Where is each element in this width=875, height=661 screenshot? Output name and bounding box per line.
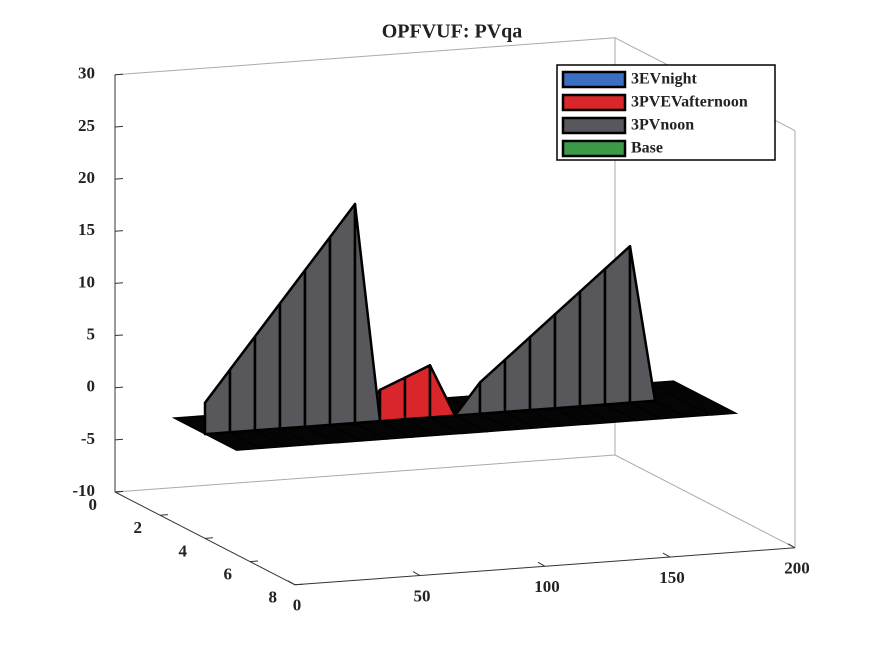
x-tick-label: 50 <box>414 586 431 605</box>
ribbon-segment <box>353 202 382 425</box>
z-tick <box>114 125 124 128</box>
legend-label: Base <box>631 140 663 157</box>
ribbon-segment <box>428 364 457 419</box>
y-tick-label: 8 <box>269 588 278 607</box>
z-tick-label: 20 <box>78 168 95 187</box>
z-tick-label: 25 <box>78 116 95 135</box>
legend-label: 3PVnoon <box>631 117 694 134</box>
z-tick <box>114 73 124 76</box>
x-tick-label: 100 <box>534 577 560 596</box>
legend-swatch <box>561 116 627 135</box>
legend-swatch <box>561 70 627 89</box>
z-tick <box>114 178 124 180</box>
y-tick-label: 6 <box>224 565 233 584</box>
y-tick <box>159 514 169 516</box>
legend-swatch <box>561 139 627 158</box>
z-tick-label: 15 <box>78 220 95 239</box>
chart-title: OPFVUF: PVqa <box>382 21 523 43</box>
z-tick-label: 30 <box>78 64 95 83</box>
box-edge <box>114 454 616 493</box>
x-tick <box>787 543 796 549</box>
y-tick <box>204 537 214 539</box>
legend-swatch <box>561 93 627 112</box>
z-tick-label: 5 <box>87 324 96 343</box>
y-tick-label: 4 <box>179 541 188 560</box>
z-tick-label: -10 <box>72 481 95 500</box>
ribbon-segment <box>628 244 657 404</box>
y-tick-label: 2 <box>134 518 143 537</box>
x-tick <box>537 561 546 567</box>
ribbon-segment <box>578 267 607 408</box>
box-edge <box>114 37 616 76</box>
box-edge <box>614 454 796 549</box>
y-tick <box>294 583 304 586</box>
y-tick-label: 0 <box>89 495 98 514</box>
x-tick-label: 150 <box>659 568 685 587</box>
legend-label: 3EVnight <box>631 71 697 88</box>
z-tick-label: -5 <box>81 429 95 448</box>
z-tick <box>114 282 124 284</box>
y-tick <box>114 490 124 493</box>
x-tick <box>287 580 296 586</box>
x-tick-label: 200 <box>784 559 810 578</box>
z-tick <box>114 386 124 389</box>
z-tick <box>114 334 124 337</box>
z-tick-label: 10 <box>78 272 95 291</box>
base-ribbon <box>646 380 739 416</box>
ribbon-segment <box>303 235 332 428</box>
x-tick-label: 0 <box>293 596 302 615</box>
ribbon-segment <box>328 202 357 427</box>
x-tick <box>412 571 421 576</box>
z-tick <box>114 230 124 232</box>
y-tick <box>249 560 259 563</box>
ribbon-segment <box>603 244 632 406</box>
z-tick <box>114 438 124 441</box>
x-tick <box>662 552 671 558</box>
z-tick-label: 0 <box>87 377 96 396</box>
legend-label: 3PVEVafternoon <box>631 94 748 111</box>
